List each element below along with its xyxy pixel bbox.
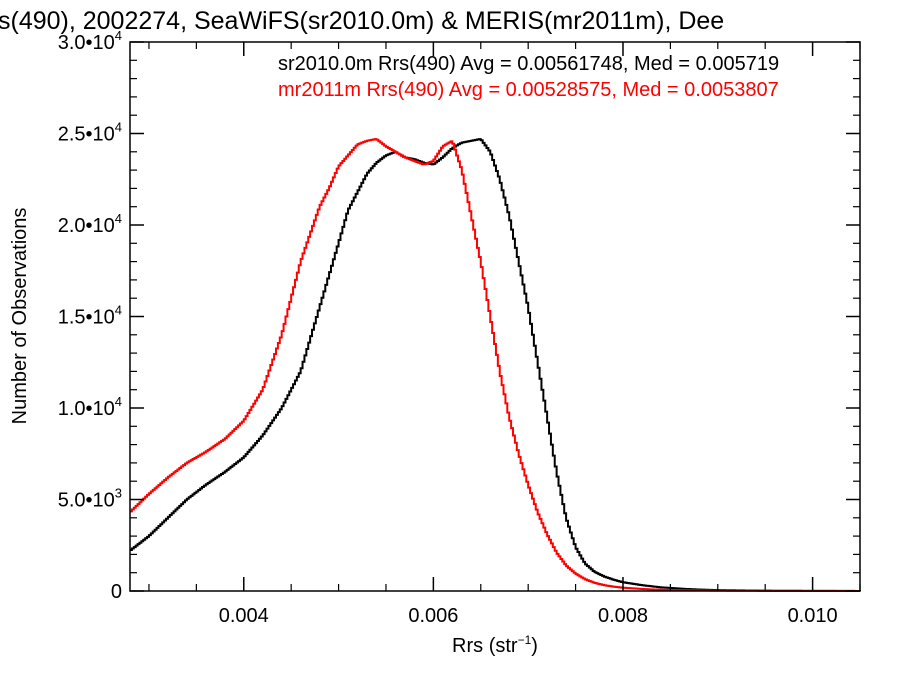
x-axis-label-main: Rrs (str [452,635,518,657]
y-tick-labels: 0 5.0•103 1.0•104 1.5•104 2.0•104 2.5•104 3.0•… [58,28,122,603]
series-layer [130,138,861,592]
y-tick-label: 2.5•104 [58,120,122,146]
y-tick-label: 2.0•104 [58,211,122,237]
x-tick-label: 0.008 [598,605,648,627]
x-tick-labels: 0.004 0.006 0.008 0.010 [219,605,838,627]
y-tick-label: 3.0•104 [58,28,122,54]
x-tick-label: 0.010 [788,605,838,627]
y-tick-label: 1.5•104 [58,303,122,329]
series-line-1 [130,138,861,592]
chart-title: s(490), 2002274, SeaWiFS(sr2010.0m) & ME… [0,7,724,35]
y-tick-label: 0 [111,581,122,603]
y-axis-label: Number of Observations [9,208,31,425]
y-axis-label-group: Number of Observations [9,208,31,425]
y-tick-label: 5.0•103 [58,486,122,512]
plot-frame [129,41,861,592]
x-tick-label: 0.006 [408,605,458,627]
series-line-2 [130,138,860,592]
x-axis-label-close: ) [531,635,538,657]
x-axis-label-superscript: −1 [518,633,532,647]
y-tick-label: 1.0•104 [58,394,122,420]
legend-entry-2: mr2011m Rrs(490) Avg = 0.00528575, Med =… [278,79,779,101]
legend: sr2010.0m Rrs(490) Avg = 0.00561748, Med… [278,53,779,101]
x-axis-label: Rrs (str−1) [452,633,538,657]
tick-layer [130,41,861,592]
legend-entry-1: sr2010.0m Rrs(490) Avg = 0.00561748, Med… [278,53,779,75]
x-tick-label: 0.004 [219,605,269,627]
